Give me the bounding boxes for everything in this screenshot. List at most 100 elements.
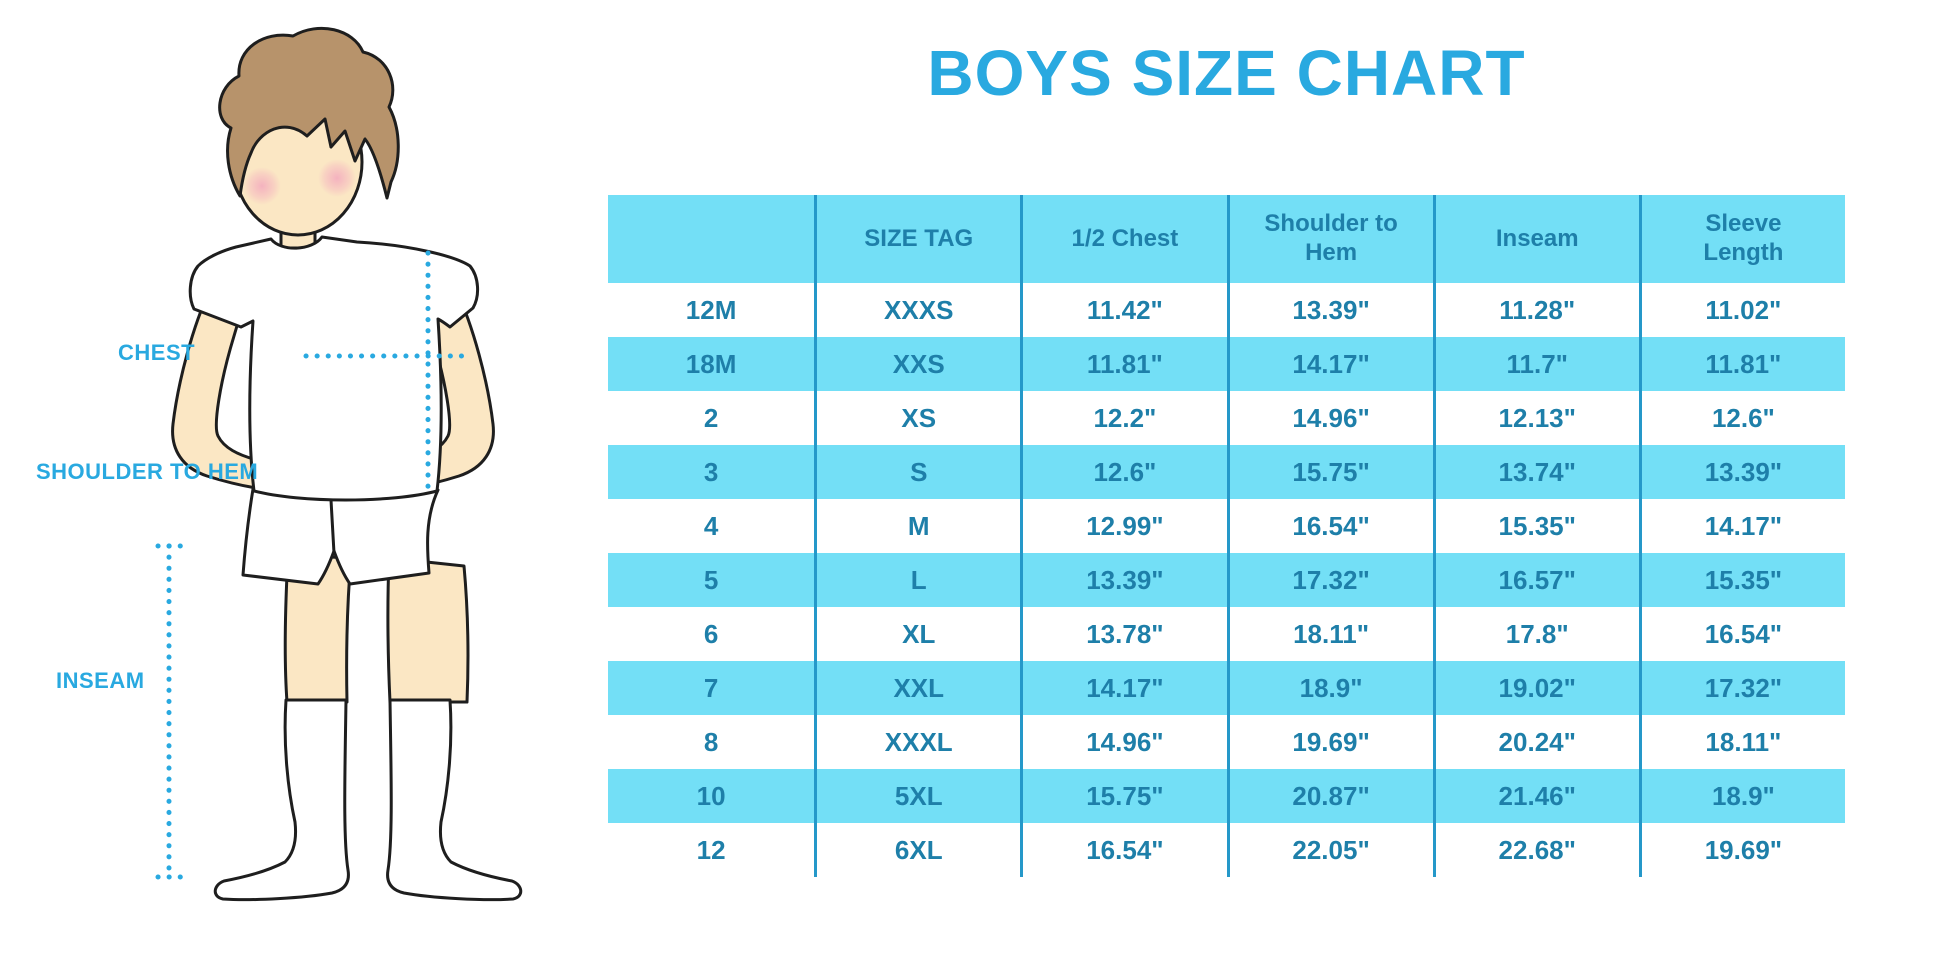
column-header (608, 195, 814, 283)
table-cell: 11.02" (1638, 283, 1845, 337)
table-cell: 19.02" (1432, 661, 1639, 715)
table-cell: 19.69" (1226, 715, 1433, 769)
table-cell: 5 (703, 564, 719, 595)
table-cell: XXL (814, 661, 1020, 715)
table-cell: 16.54" (1020, 823, 1226, 877)
table-cell: XS (814, 391, 1020, 445)
table-cell: 6XL (814, 823, 1020, 877)
column-header: Inseam (1432, 195, 1639, 283)
table-cell: 18.9" (1226, 661, 1433, 715)
table-cell: 17.32" (1226, 553, 1433, 607)
table-row: 6 XL 13.78" 18.11" 17.8" 16.54" (608, 607, 1845, 661)
table-cell: 15.75" (1020, 769, 1226, 823)
table-cell: 22.05" (1226, 823, 1433, 877)
table-row: 5 L 13.39" 17.32" 16.57" 15.35" (608, 553, 1845, 607)
table-cell: 7 (703, 672, 719, 703)
table-cell: 14.17" (1226, 337, 1433, 391)
table-cell: 14.17" (1020, 661, 1226, 715)
left-sock (213, 698, 350, 902)
table-cell: S (814, 445, 1020, 499)
table-cell: 11.81" (1020, 337, 1226, 391)
table-cell: 14.96" (1226, 391, 1433, 445)
table-cell: 3 (703, 456, 719, 487)
table-row: 7 XXL 14.17" 18.9" 19.02" 17.32" (608, 661, 1845, 715)
table-cell: L (814, 553, 1020, 607)
table-cell: 16.54" (1226, 499, 1433, 553)
right-sock (386, 698, 523, 902)
boy-illustration (155, 26, 523, 902)
table-cell: 20.87" (1226, 769, 1433, 823)
table-cell: 2 (703, 402, 719, 433)
table-cell: 12.13" (1432, 391, 1639, 445)
table-cell: 12M (685, 294, 737, 325)
column-header: SIZE TAG (814, 195, 1020, 283)
right-leg (386, 556, 470, 704)
right-blush (318, 159, 356, 197)
table-row: 2 XS 12.2" 14.96" 12.13" 12.6" (608, 391, 1845, 445)
table-cell: 17.32" (1638, 661, 1845, 715)
table-body: 12M XXXS 11.42" 13.39" 11.28" 11.02" 18M XXS 11.… (608, 283, 1845, 877)
table-cell: 13.78" (1020, 607, 1226, 661)
column-header: Shoulder to Hem (1226, 195, 1433, 283)
table-cell: 12.6" (1020, 445, 1226, 499)
table-cell: 11.7" (1432, 337, 1639, 391)
shoulder-to-hem-label: SHOULDER TO HEM (36, 459, 259, 484)
shorts-crease (329, 498, 336, 555)
table-cell: 13.39" (1020, 553, 1226, 607)
table-cell: 22.68" (1432, 823, 1639, 877)
column-header: Sleeve Length (1638, 195, 1845, 283)
table-cell: 16.54" (1638, 607, 1845, 661)
page-title: BOYS SIZE CHART (927, 37, 1526, 109)
table-cell: 11.81" (1638, 337, 1845, 391)
table-row: 12M XXXS 11.42" 13.39" 11.28" 11.02" (608, 283, 1845, 337)
table-cell: 21.46" (1432, 769, 1639, 823)
table-cell: 12 (696, 834, 726, 865)
boy-measurement-figure: CHEST SHOULDER TO HEM INSEAM (0, 0, 560, 973)
table-cell: 5XL (814, 769, 1020, 823)
table-cell: 18.9" (1638, 769, 1845, 823)
table-row: 10 5XL 15.75" 20.87" 21.46" 18.9" (608, 769, 1845, 823)
left-blush (243, 167, 281, 205)
table-cell: 12.2" (1020, 391, 1226, 445)
chest-label: CHEST (118, 340, 196, 365)
table-cell: 13.39" (1226, 283, 1433, 337)
table-row: 3 S 12.6" 15.75" 13.74" 13.39" (608, 445, 1845, 499)
table-cell: 12.6" (1638, 391, 1845, 445)
table-cell: 16.57" (1432, 553, 1639, 607)
table-cell: 11.42" (1020, 283, 1226, 337)
table-row: 8 XXXL 14.96" 19.69" 20.24" 18.11" (608, 715, 1845, 769)
table-cell: 14.96" (1020, 715, 1226, 769)
table-cell: 20.24" (1432, 715, 1639, 769)
column-header: 1/2 Chest (1020, 195, 1226, 283)
size-chart-table: SIZE TAG 1/2 Chest Shoulder to Hem Inseam Sl… (608, 195, 1845, 877)
table-cell: M (814, 499, 1020, 553)
table-cell: 15.35" (1638, 553, 1845, 607)
table-cell: 12.99" (1020, 499, 1226, 553)
table-row: 12 6XL 16.54" 22.05" 22.68" 19.69" (608, 823, 1845, 877)
table-cell: 11.28" (1432, 283, 1639, 337)
table-cell: XXS (814, 337, 1020, 391)
table-cell: 14.17" (1638, 499, 1845, 553)
shorts (241, 487, 440, 586)
table-cell: 13.74" (1432, 445, 1639, 499)
table-cell: 15.75" (1226, 445, 1433, 499)
table-cell: 18M (685, 348, 737, 379)
table-cell: 8 (703, 726, 719, 757)
table-header-row: SIZE TAG 1/2 Chest Shoulder to Hem Inseam Sl… (608, 195, 1845, 283)
table-cell: XL (814, 607, 1020, 661)
table-cell: 4 (703, 510, 719, 541)
table-cell: 17.8" (1432, 607, 1639, 661)
hair (218, 26, 400, 200)
table-row: 4 M 12.99" 16.54" 15.35" 14.17" (608, 499, 1845, 553)
table-cell: 6 (703, 618, 719, 649)
table-cell: XXXS (814, 283, 1020, 337)
tshirt (188, 235, 479, 502)
table-cell: 18.11" (1226, 607, 1433, 661)
table-cell: 13.39" (1638, 445, 1845, 499)
inseam-label: INSEAM (56, 668, 145, 693)
table-cell: 18.11" (1638, 715, 1845, 769)
table-cell: 19.69" (1638, 823, 1845, 877)
table-row: 18M XXS 11.81" 14.17" 11.7" 11.81" (608, 337, 1845, 391)
table-cell: 10 (696, 780, 726, 811)
